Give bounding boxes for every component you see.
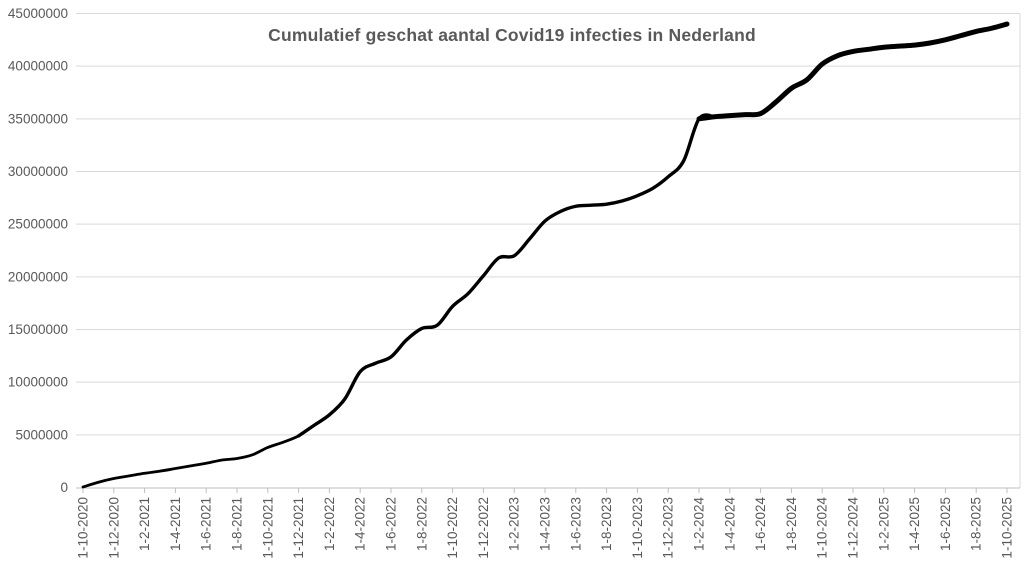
x-tick-label: 1-12-2020 — [106, 497, 121, 559]
x-tick-label: 1-12-2024 — [846, 497, 861, 559]
x-tick-label: 1-2-2022 — [322, 497, 337, 551]
x-tick-label: 1-2-2024 — [692, 497, 707, 552]
x-tick-label: 1-4-2023 — [538, 497, 553, 551]
x-tick-label: 1-4-2024 — [722, 497, 737, 552]
x-tick-label: 1-2-2021 — [137, 497, 152, 551]
series-line — [296, 113, 717, 438]
x-tick-label: 1-12-2021 — [291, 497, 306, 559]
y-tick-label: 30000000 — [8, 164, 68, 179]
y-tick-label: 20000000 — [8, 269, 68, 284]
y-tick-label: 0 — [60, 480, 68, 495]
y-tick-label: 40000000 — [8, 59, 68, 74]
x-tick-label: 1-2-2025 — [876, 497, 891, 551]
x-tick-label: 1-8-2025 — [969, 497, 984, 551]
x-tick-label: 1-8-2023 — [599, 497, 614, 551]
x-tick-label: 1-8-2022 — [414, 497, 429, 551]
x-tick-label: 1-12-2022 — [476, 497, 491, 559]
x-tick-label: 1-10-2023 — [630, 497, 645, 559]
y-tick-label: 25000000 — [8, 217, 68, 232]
x-tick-label: 1-10-2020 — [76, 497, 91, 559]
y-tick-label: 10000000 — [8, 375, 68, 390]
x-tick-label: 1-8-2021 — [230, 497, 245, 551]
x-tick-label: 1-6-2024 — [753, 497, 768, 552]
x-tick-label: 1-6-2025 — [938, 497, 953, 551]
x-tick-label: 1-4-2022 — [353, 497, 368, 551]
x-tick-label: 1-4-2021 — [168, 497, 183, 551]
x-tick-label: 1-10-2021 — [260, 497, 275, 559]
x-tick-label: 1-6-2022 — [384, 497, 399, 551]
y-tick-label: 45000000 — [8, 6, 68, 21]
x-tick-label: 1-6-2023 — [568, 497, 583, 551]
x-tick-label: 1-10-2025 — [1000, 497, 1015, 559]
x-tick-label: 1-10-2022 — [445, 497, 460, 559]
series-line — [81, 423, 316, 489]
series-line — [696, 21, 1010, 122]
y-tick-label: 15000000 — [8, 322, 68, 337]
x-tick-label: 1-4-2025 — [907, 497, 922, 551]
x-tick-label: 1-2-2023 — [507, 497, 522, 551]
y-tick-label: 35000000 — [8, 111, 68, 126]
x-tick-label: 1-6-2021 — [199, 497, 214, 551]
x-tick-label: 1-12-2023 — [661, 497, 676, 559]
x-tick-label: 1-8-2024 — [784, 497, 799, 552]
x-tick-label: 1-10-2024 — [815, 497, 830, 559]
y-tick-label: 5000000 — [15, 427, 68, 442]
chart-title: Cumulatief geschat aantal Covid19 infect… — [268, 25, 756, 45]
